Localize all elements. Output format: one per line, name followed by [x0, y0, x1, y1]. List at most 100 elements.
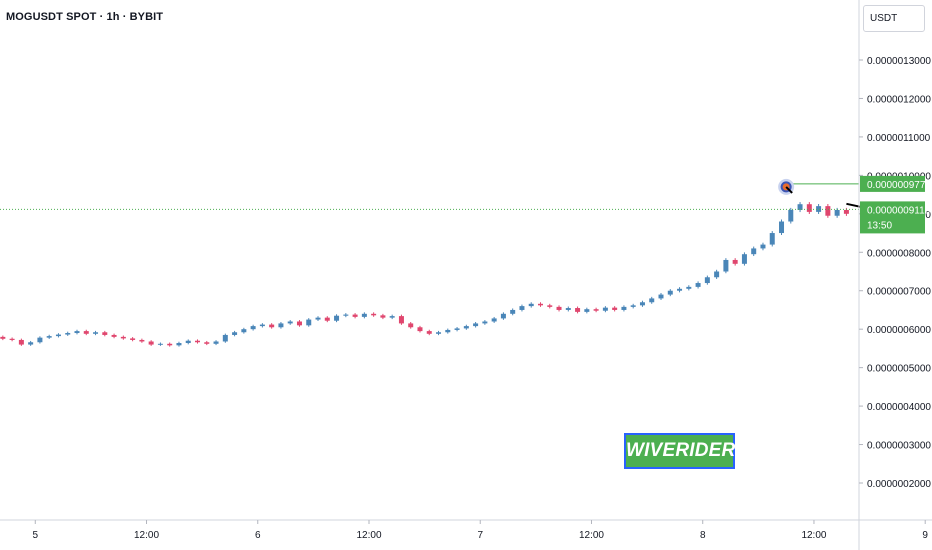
time-tick-label: 8 — [700, 530, 706, 541]
candle-body — [213, 341, 219, 344]
candle — [556, 305, 562, 312]
candle — [723, 258, 729, 274]
candle — [825, 204, 831, 218]
candle-body — [630, 305, 636, 307]
candle-body — [602, 307, 608, 311]
candle — [306, 318, 312, 327]
candle-body — [37, 337, 43, 343]
candle — [621, 305, 627, 312]
candle-body — [491, 318, 497, 322]
candle-body — [380, 315, 386, 318]
candle — [714, 269, 720, 279]
candle-body — [732, 259, 738, 264]
candle — [584, 307, 590, 314]
candle — [741, 252, 747, 266]
candle-body — [176, 343, 182, 346]
candle-body — [825, 206, 831, 216]
candle — [500, 312, 506, 320]
candle — [111, 333, 117, 339]
candle — [463, 324, 469, 330]
candle-body — [454, 328, 460, 330]
candle — [28, 340, 34, 346]
candle — [380, 313, 386, 320]
candle-body — [779, 221, 785, 234]
candle — [195, 339, 201, 344]
candle-body — [352, 314, 358, 317]
candle-body — [834, 209, 840, 216]
candle-body — [185, 340, 191, 344]
candle-body — [241, 329, 247, 333]
candle — [667, 289, 673, 297]
candle-body — [519, 306, 525, 310]
price-tick-label: 0.0000004000 — [867, 402, 931, 413]
candle — [612, 306, 618, 312]
candle — [575, 306, 581, 314]
time-tick-label: 12:00 — [579, 530, 604, 541]
candle — [649, 296, 655, 304]
candle — [120, 335, 126, 340]
candle-body — [120, 336, 126, 339]
candle-body — [93, 332, 99, 334]
candle — [167, 342, 173, 347]
candle-body — [816, 206, 822, 212]
candle-body — [343, 314, 349, 316]
candle-body — [148, 341, 154, 345]
time-tick-label: 5 — [32, 530, 38, 541]
candle — [204, 340, 210, 346]
candle — [139, 338, 145, 343]
candle — [751, 246, 757, 257]
candle — [630, 303, 636, 309]
candle — [639, 300, 645, 307]
candle — [445, 328, 451, 334]
time-tick-label: 12:00 — [801, 530, 826, 541]
candle — [704, 275, 710, 285]
candle — [65, 331, 71, 336]
candle-body — [426, 331, 432, 334]
candle — [769, 231, 775, 247]
candle — [779, 219, 785, 236]
candle-body — [46, 336, 52, 338]
candle — [130, 337, 136, 342]
time-tick-label: 6 — [255, 530, 261, 541]
candle — [315, 316, 321, 322]
candle-body — [0, 336, 6, 339]
candle — [371, 312, 377, 317]
price-tick-label: 0.0000007000 — [867, 287, 931, 298]
candle-body — [556, 306, 562, 310]
candle — [788, 207, 794, 224]
candle-body — [510, 309, 516, 314]
candle-body — [806, 204, 812, 212]
candle — [74, 329, 80, 335]
candle-body — [287, 321, 293, 324]
candle — [0, 335, 6, 341]
candle-body — [250, 326, 256, 330]
bar-countdown-label: 13:50 — [867, 220, 892, 231]
candle — [55, 333, 61, 338]
candle-body — [130, 338, 136, 340]
candle-body — [528, 303, 534, 307]
candle-body — [306, 319, 312, 326]
candle-body — [797, 204, 803, 210]
time-tick-label: 9 — [922, 530, 928, 541]
candle-body — [315, 317, 321, 320]
candle — [816, 204, 822, 214]
target-price-tag-label: 0.0000009778 — [867, 180, 931, 191]
candle — [389, 314, 395, 320]
candle — [46, 334, 52, 339]
time-tick-label: 12:00 — [356, 530, 381, 541]
candle-body — [204, 342, 210, 344]
candle — [519, 304, 525, 312]
candle — [352, 313, 358, 319]
time-axis: 12:00512:00612:00712:00812:00912:001012:… — [0, 519, 932, 541]
candle-body — [704, 277, 710, 284]
currency-button[interactable]: USDT — [863, 5, 925, 32]
candle-body — [398, 316, 404, 324]
candle — [102, 330, 108, 337]
candle-body — [621, 306, 627, 310]
candle-body — [18, 339, 24, 345]
candle-body — [667, 290, 673, 295]
candle-body — [278, 323, 284, 328]
price-tick-label: 0.0000008000 — [867, 248, 931, 259]
chart-title: MOGUSDT SPOT · 1h · BYBIT — [6, 11, 164, 23]
